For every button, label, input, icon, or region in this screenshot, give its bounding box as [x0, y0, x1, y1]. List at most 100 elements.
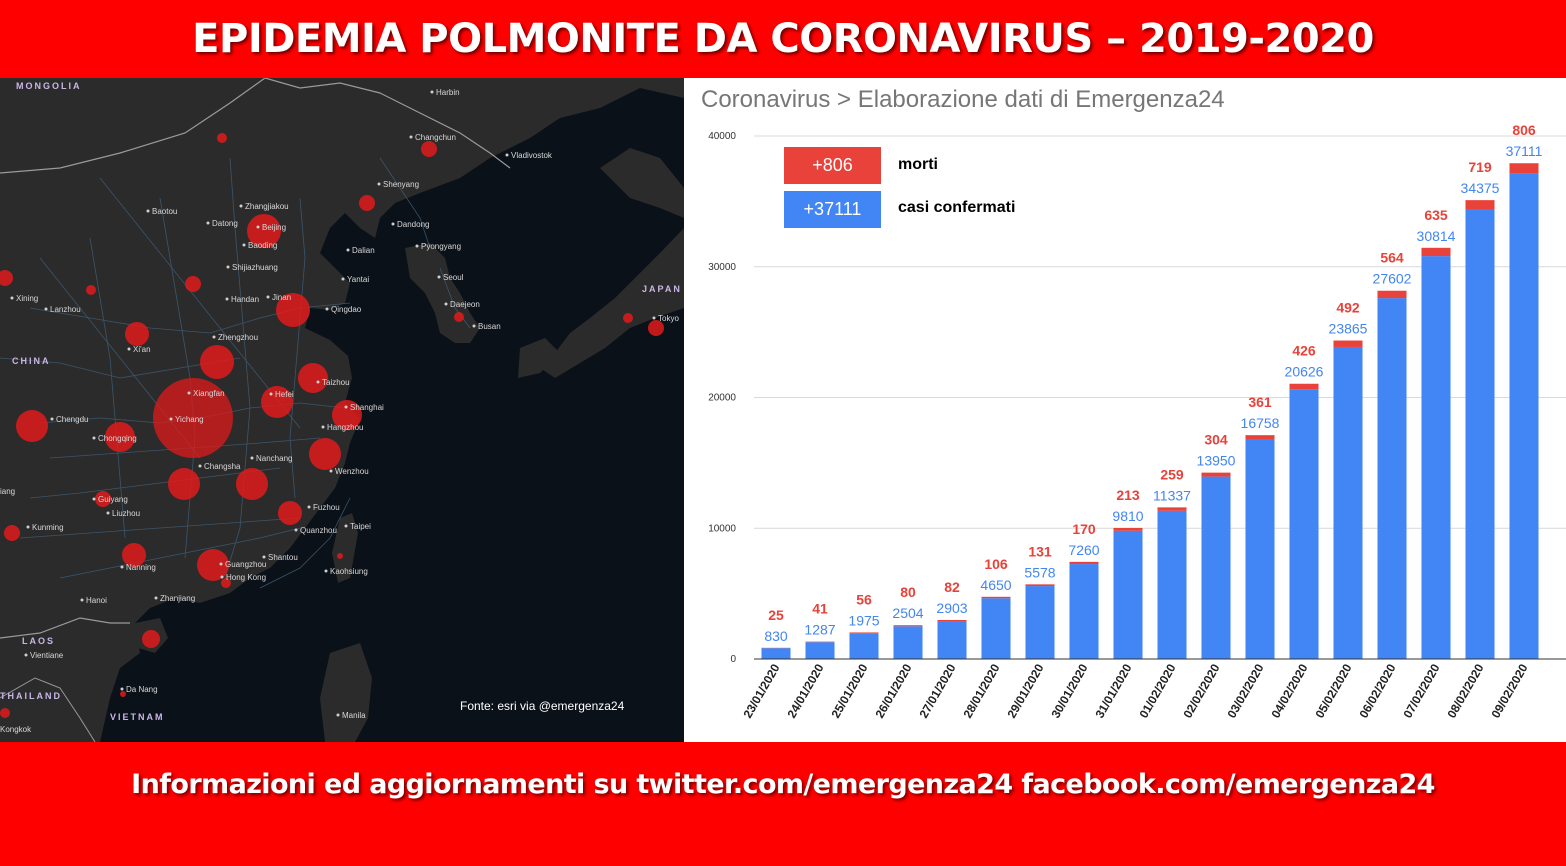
data-label-morti: 426 [1292, 343, 1316, 359]
map-city-label: Vientiane [30, 651, 64, 660]
map-city-label: Hefei [275, 390, 294, 399]
chart-title: Coronavirus > Elaborazione dati di Emerg… [701, 86, 1225, 113]
map-city-label: Zhengzhou [218, 333, 258, 342]
bar-casi-confermati [849, 633, 879, 659]
map-city-label: Yichang [175, 415, 204, 424]
chart-panel: Coronavirus > Elaborazione dati di Emerg… [684, 78, 1566, 742]
bar-morti [1069, 561, 1099, 565]
x-tick-label: 09/02/2020 [1488, 661, 1530, 720]
bar-morti [981, 596, 1011, 599]
map-city-label: Quanzhou [300, 526, 337, 535]
map-city-label: Hanoi [86, 596, 107, 605]
map-city-label: Pyongyang [421, 242, 461, 251]
map-labels: MONGOLIA CHINA JAPAN LAOS THAILAND VIETNAM Har… [0, 81, 682, 734]
bar-casi-confermati [1289, 389, 1319, 659]
data-label-casi: 27602 [1373, 271, 1412, 287]
bar-casi-confermati [1333, 346, 1363, 659]
data-label-casi: 5578 [1024, 564, 1055, 580]
map-city-label: Dalian [352, 246, 375, 255]
data-label-morti: 564 [1380, 250, 1404, 266]
map-source: Fonte: esri via @emergenza24 [460, 699, 625, 713]
map-city-label: Shanghai [350, 403, 384, 412]
bar-casi-confermati [893, 626, 923, 659]
x-tick-label: 29/01/2020 [1004, 661, 1046, 720]
x-tick-label: 04/02/2020 [1268, 661, 1310, 720]
map-city-label: Lanzhou [50, 305, 81, 314]
map-city-label: Kunming [32, 523, 64, 532]
map-city-label: Busan [478, 322, 501, 331]
data-label-morti: 304 [1204, 432, 1228, 448]
map-city-label: Shenyang [383, 180, 419, 189]
map-city-label: Xining [16, 294, 38, 303]
data-label-casi: 1287 [804, 622, 835, 638]
bar-morti [1113, 527, 1143, 531]
map-city-label: Shijiazhuang [232, 263, 278, 272]
data-label-casi: 13950 [1197, 453, 1236, 469]
legend-morti-value: +806 [812, 155, 853, 175]
bar-morti [893, 625, 923, 627]
map-region-label: JAPAN [642, 284, 682, 294]
map-city-label: Hangzhou [327, 423, 363, 432]
legend-morti-label: morti [898, 156, 938, 173]
bar-morti [1157, 507, 1187, 511]
bar-casi-confermati [1025, 586, 1055, 659]
map-city-label: Vladivostok [511, 151, 553, 160]
y-tick-label: 40000 [708, 131, 736, 142]
data-label-morti: 635 [1424, 207, 1448, 223]
data-label-casi: 11337 [1153, 487, 1191, 503]
map-city-label: Kaohsiung [330, 567, 368, 576]
data-label-casi: 1975 [848, 612, 879, 628]
data-label-morti: 106 [984, 556, 1008, 572]
bar-casi-confermati [1069, 564, 1099, 659]
data-label-morti: 492 [1336, 300, 1360, 316]
data-label-morti: 41 [812, 601, 828, 617]
data-label-morti: 56 [856, 591, 872, 607]
data-label-casi: 9810 [1112, 508, 1143, 524]
legend-casi-swatch: +37111 [784, 191, 881, 228]
map-city-label: Fuzhou [313, 503, 340, 512]
map-region-label: VIETNAM [110, 712, 165, 722]
map-city-label: Daejeon [450, 300, 480, 309]
map-city-label: Changsha [204, 462, 241, 471]
map-city-label: Nanchang [256, 454, 292, 463]
x-tick-label: 03/02/2020 [1224, 661, 1266, 720]
map-panel: MONGOLIA CHINA JAPAN LAOS THAILAND VIETNAM Har… [0, 78, 684, 742]
bar-morti [1509, 163, 1539, 174]
x-tick-label: 30/01/2020 [1048, 661, 1090, 720]
bar-morti [1025, 584, 1055, 587]
x-tick-label: 24/01/2020 [784, 661, 826, 720]
map-city-label: Qingdao [331, 305, 362, 314]
bar-casi-confermati [1421, 256, 1451, 659]
bar-casi-confermati [1245, 439, 1275, 659]
map-city-label: Dandong [397, 220, 429, 229]
bar-casi-confermati [1201, 476, 1231, 659]
bar-chart: 830 25 1287 41 1975 56 2504 80 2903 82 4650 106 5578… [708, 122, 1566, 721]
x-tick-label: 07/02/2020 [1400, 661, 1442, 720]
map-city-label: Manila [342, 711, 366, 720]
y-tick-label: 10000 [708, 523, 736, 534]
taiwan-shape [332, 513, 358, 583]
bar-casi-confermati [1377, 298, 1407, 659]
data-label-morti: 25 [768, 607, 784, 623]
bar-casi-confermati [1113, 530, 1143, 659]
map-city-label: iang [0, 487, 15, 496]
map-city-label: Jinan [272, 293, 291, 302]
footer-banner: Informazioni ed aggiornamenti su twitter… [0, 742, 1566, 866]
bar-casi-confermati [937, 621, 967, 659]
map-city-label: Tokyo [658, 314, 679, 323]
data-label-casi: 20626 [1285, 364, 1324, 380]
data-label-morti: 213 [1116, 487, 1140, 503]
data-label-casi: 30814 [1417, 228, 1456, 244]
data-label-morti: 80 [900, 584, 916, 600]
map-city-label: Taizhou [322, 378, 350, 387]
hotspot-hubei [153, 378, 233, 458]
x-tick-label: 05/02/2020 [1312, 661, 1354, 720]
map-city-label: Chengdu [56, 415, 88, 424]
header-banner: EPIDEMIA POLMONITE DA CORONAVIRUS – 2019… [0, 0, 1566, 78]
map-city-label: Yantai [347, 275, 369, 284]
bar-morti [1289, 383, 1319, 390]
data-label-morti: 806 [1512, 122, 1536, 138]
map-city-label: Baotou [152, 207, 177, 216]
bar-morti [1421, 247, 1451, 257]
bar-morti [849, 632, 879, 634]
